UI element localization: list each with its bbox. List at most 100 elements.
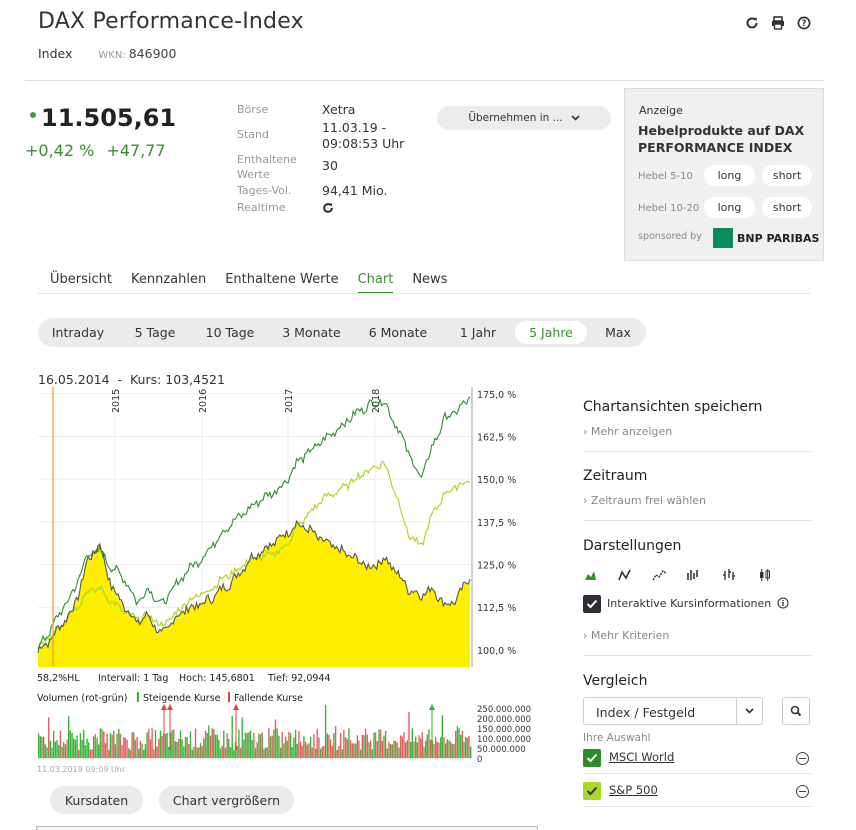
free-range-link[interactable]: › Zeitraum frei wählen xyxy=(583,494,707,507)
volume-arrow-icon xyxy=(233,704,239,710)
info-icon[interactable] xyxy=(777,594,789,613)
line-chart-icon[interactable] xyxy=(618,569,631,581)
volume-bar xyxy=(466,737,469,758)
volume-bar xyxy=(359,749,362,758)
chevron-down-icon xyxy=(736,698,762,724)
volume-bar xyxy=(420,738,422,758)
volume-bar xyxy=(173,729,175,758)
compare-item-sp500: S&P 500 xyxy=(583,781,811,803)
volume-bar xyxy=(328,734,330,758)
volume-bar xyxy=(418,735,420,758)
interactive-checkbox[interactable] xyxy=(583,594,601,613)
mountain-line-icon[interactable] xyxy=(652,570,667,581)
range-6-months[interactable]: 6 Monate xyxy=(368,325,428,340)
volume-bar xyxy=(99,728,102,758)
volume-bar xyxy=(318,737,320,758)
range-5-days[interactable]: 5 Tage xyxy=(134,325,176,340)
volume-bar xyxy=(338,746,340,758)
remove-msci-icon[interactable] xyxy=(796,752,809,765)
tab-overview[interactable]: Übersicht xyxy=(50,272,112,287)
volume-bar xyxy=(119,733,122,758)
range-5-years[interactable]: 5 Jahre xyxy=(515,321,587,344)
volume-bar xyxy=(238,729,240,758)
volume-bar xyxy=(374,732,377,758)
msci-name[interactable]: MSCI World xyxy=(609,750,675,764)
volume-bar xyxy=(196,747,198,758)
volume-bar xyxy=(425,740,427,758)
print-icon[interactable] xyxy=(770,15,785,30)
volume-bar xyxy=(73,738,75,758)
live-dot-icon xyxy=(30,112,36,118)
volume-bar xyxy=(393,740,395,758)
volume-bar xyxy=(248,732,250,758)
volume-bar xyxy=(39,736,42,758)
volume-bar xyxy=(354,743,357,758)
tab-chart[interactable]: Chart xyxy=(357,272,394,294)
short-button-2[interactable]: short xyxy=(762,197,812,218)
volume-bar xyxy=(84,745,87,758)
enlarge-chart-button[interactable]: Chart vergrößern xyxy=(159,786,294,814)
year-label: 2018 xyxy=(371,389,382,413)
bar-chart-icon[interactable] xyxy=(723,569,735,580)
range-intraday[interactable]: Intraday xyxy=(51,325,105,340)
volume-bar xyxy=(154,730,157,758)
remove-sp500-icon[interactable] xyxy=(796,785,809,798)
compare-select[interactable]: Index / Festgeld xyxy=(583,697,763,725)
volume-bar xyxy=(86,738,88,758)
msci-checkbox[interactable] xyxy=(583,749,601,767)
volume-bar xyxy=(164,733,167,758)
range-1-year[interactable]: 1 Jahr xyxy=(459,325,497,340)
price-chart[interactable]: 175,0 % 162,5 % 150,0 % 137,5 % 125,0 % 112,5… xyxy=(36,385,556,830)
realtime-refresh-icon[interactable] xyxy=(322,202,334,218)
more-views-link[interactable]: › Mehr anzeigen xyxy=(583,425,673,438)
volume-bar xyxy=(38,733,40,758)
volume-bar xyxy=(334,726,337,758)
volume-bar xyxy=(221,746,223,758)
candlestick-icon[interactable] xyxy=(760,569,770,581)
volume-bar xyxy=(91,749,93,758)
sp500-name[interactable]: S&P 500 xyxy=(609,783,658,797)
sp500-checkbox[interactable] xyxy=(583,782,601,800)
range-10-days[interactable]: 10 Tage xyxy=(205,325,255,340)
volume-bar xyxy=(346,739,348,758)
bnp-logo[interactable]: BNP PARIBAS xyxy=(713,228,819,248)
volume-bar xyxy=(208,725,210,758)
volume-bar xyxy=(423,746,425,758)
volume-bar xyxy=(53,730,55,758)
ohlc-icon[interactable] xyxy=(687,570,698,580)
volume-bar xyxy=(44,744,47,758)
tab-key-figures[interactable]: Kennzahlen xyxy=(130,272,207,287)
more-criteria-link[interactable]: › Mehr Kriterien xyxy=(583,629,670,642)
range-3-months[interactable]: 3 Monate xyxy=(282,325,341,340)
volume-bar xyxy=(371,749,373,758)
short-button-1[interactable]: short xyxy=(762,165,812,186)
volume-bar xyxy=(93,736,95,758)
area-chart-icon[interactable] xyxy=(585,571,596,580)
volume-bar xyxy=(66,739,68,758)
tab-divider xyxy=(38,293,810,294)
volume-bar xyxy=(411,728,413,758)
long-button-1[interactable]: long xyxy=(704,165,755,186)
volume-bar xyxy=(143,749,145,758)
adopt-button[interactable]: Übernehmen in ... xyxy=(437,106,611,130)
tab-news[interactable]: News xyxy=(412,272,448,287)
volume-tick-label: 200.000.000 xyxy=(477,715,531,725)
display-title: Darstellungen xyxy=(583,538,682,554)
change-pct: +0,42 % xyxy=(25,141,95,160)
volume-bar xyxy=(293,737,295,758)
tab-constituents[interactable]: Enthaltene Werte xyxy=(225,272,339,287)
volume-bar xyxy=(386,748,388,758)
volume-tick-label: 100.000.000 xyxy=(477,735,531,745)
volume-bar xyxy=(376,741,378,758)
refresh-icon[interactable] xyxy=(744,15,759,30)
kursdaten-button[interactable]: Kursdaten xyxy=(50,786,143,814)
range-max[interactable]: Max xyxy=(605,325,631,340)
help-icon[interactable]: ? xyxy=(796,15,811,30)
volume-bar xyxy=(266,747,268,758)
chart-scrollbar[interactable] xyxy=(36,826,538,830)
ad-headline[interactable]: Hebelprodukte auf DAX PERFORMANCE INDEX xyxy=(638,123,805,155)
volume-bar xyxy=(249,730,252,758)
long-button-2[interactable]: long xyxy=(704,197,755,218)
volume-bar xyxy=(428,729,430,758)
compare-search-button[interactable] xyxy=(782,697,810,725)
